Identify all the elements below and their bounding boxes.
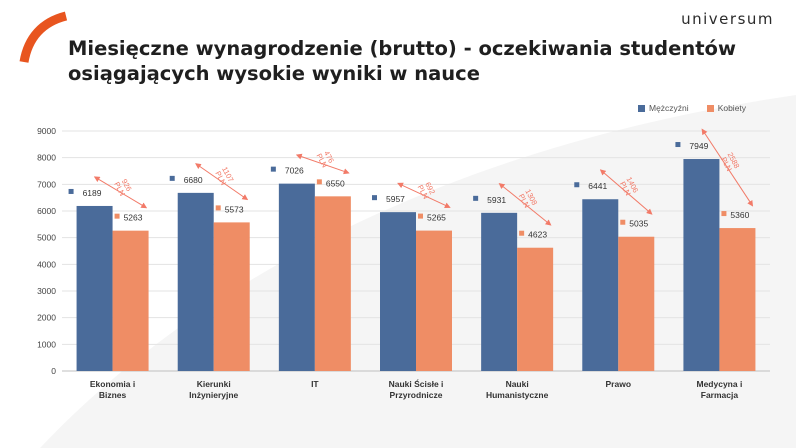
- data-label-women: 5263: [124, 213, 143, 223]
- x-tick-label: Prawo: [606, 379, 632, 389]
- data-label-women: 4623: [528, 230, 547, 240]
- difference-annotation: 1308PLN: [516, 188, 539, 211]
- data-label-men: 7026: [285, 166, 304, 176]
- bar-women: [112, 230, 149, 371]
- data-label-marker-men: [270, 166, 276, 172]
- page-title: Miesięczne wynagrodzenie (brutto) - ocze…: [68, 36, 768, 86]
- data-label-men: 7949: [689, 141, 708, 151]
- data-label-marker-women: [721, 211, 727, 217]
- difference-arrow: [195, 163, 249, 201]
- data-label-women: 6550: [326, 178, 345, 188]
- bar-women: [719, 228, 756, 371]
- bar-women: [517, 247, 554, 371]
- data-label-men: 5931: [487, 195, 506, 205]
- y-tick-label: 9000: [37, 126, 56, 136]
- data-label-marker-men: [372, 195, 377, 201]
- bar-men: [683, 159, 720, 371]
- data-label-marker-women: [316, 179, 322, 185]
- difference-arrow: [93, 176, 148, 209]
- difference-arrow: [701, 128, 754, 207]
- x-tick-label: Ekonomia i Biznes: [90, 379, 135, 400]
- x-tick-label: IT: [311, 379, 319, 389]
- x-tick-label: Medycyna i Farmacja: [697, 379, 743, 400]
- data-label-women: 5360: [730, 210, 749, 220]
- bar-men: [380, 212, 416, 371]
- difference-annotation: 1406PLN: [617, 175, 640, 198]
- y-tick-label: 0: [51, 366, 56, 376]
- x-tick-label: Kierunki Inżynieryjne: [189, 379, 238, 400]
- y-tick-label: 2000: [37, 313, 56, 323]
- data-label-marker-men: [68, 188, 74, 194]
- data-label-men: 6189: [83, 188, 102, 198]
- bar-men: [582, 199, 619, 371]
- difference-arrow: [599, 169, 653, 215]
- difference-annotation: 926PLN: [112, 177, 134, 198]
- legend-label-men: Mężczyźni: [649, 103, 689, 113]
- y-tick-label: 4000: [37, 259, 56, 269]
- brand-logo: universum: [681, 10, 774, 28]
- difference-arrow: [295, 153, 350, 175]
- y-tick-label: 6000: [37, 206, 56, 216]
- data-label-marker-men: [574, 182, 580, 188]
- x-tick-label: Nauki Ścisłe i Przyrodnicze: [389, 378, 444, 400]
- data-label-marker-women: [114, 213, 120, 219]
- difference-annotation: 2588PLN: [719, 151, 742, 174]
- y-tick-label: 5000: [37, 233, 56, 243]
- difference-arrow: [397, 182, 451, 209]
- data-label-men: 5957: [386, 194, 405, 204]
- bar-men: [278, 183, 315, 371]
- bar-men: [481, 212, 518, 371]
- y-tick-label: 8000: [37, 153, 56, 163]
- bar-men: [177, 192, 214, 371]
- data-label-marker-women: [418, 213, 423, 219]
- data-label-women: 5265: [427, 213, 446, 223]
- data-label-marker-women: [215, 205, 221, 211]
- y-tick-label: 7000: [37, 179, 56, 189]
- difference-annotation: 692PLN: [416, 180, 438, 201]
- y-tick-label: 1000: [37, 339, 56, 349]
- bar-men: [76, 205, 113, 371]
- legend-swatch-men: [638, 104, 645, 112]
- data-label-women: 5035: [629, 219, 648, 229]
- title-line-1: Miesięczne wynagrodzenie (brutto) - ocze…: [68, 37, 736, 60]
- data-label-men: 6441: [588, 181, 607, 191]
- x-tick-label: Nauki Humanistyczne: [486, 379, 549, 400]
- data-label-marker-men: [169, 175, 175, 181]
- legend-swatch-women: [706, 104, 714, 112]
- legend-item-women: Kobiety: [706, 103, 747, 113]
- logo-arc-icon: [19, 11, 68, 63]
- bar-women: [314, 196, 351, 371]
- chart-legend: Mężczyźni Kobiety: [638, 103, 746, 113]
- data-label-marker-men: [473, 195, 479, 201]
- title-line-2: osiągających wysokie wyniki w nauce: [68, 62, 480, 85]
- legend-item-men: Mężczyźni: [638, 103, 689, 113]
- data-label-marker-women: [620, 219, 626, 225]
- data-label-men: 6680: [184, 175, 203, 185]
- bar-women: [618, 236, 655, 371]
- bar-women: [416, 230, 452, 371]
- data-label-marker-women: [519, 230, 525, 236]
- data-label-women: 5573: [225, 204, 244, 214]
- bar-women: [213, 222, 250, 371]
- data-label-marker-men: [675, 142, 681, 148]
- legend-label-women: Kobiety: [717, 103, 747, 113]
- difference-arrow: [498, 182, 552, 226]
- difference-annotation: 476PLN: [315, 148, 337, 169]
- y-tick-label: 3000: [37, 286, 56, 296]
